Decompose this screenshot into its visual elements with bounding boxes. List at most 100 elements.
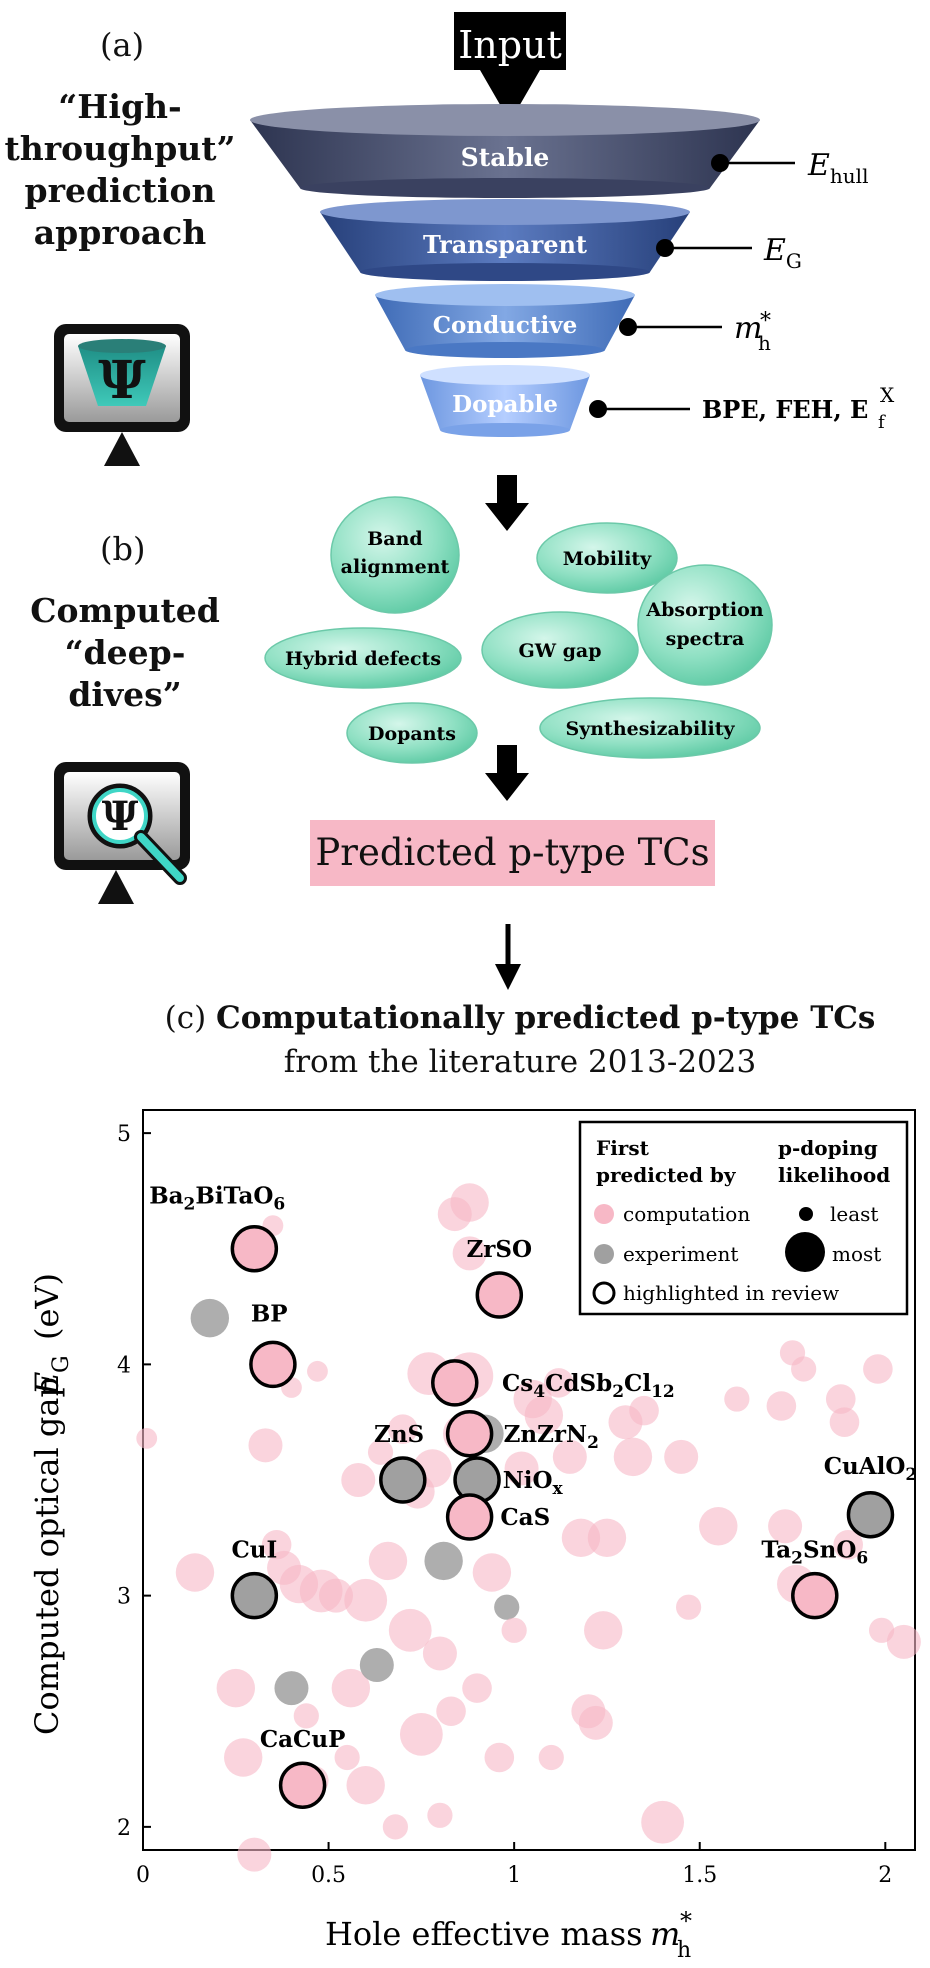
- svg-text:Mobility: Mobility: [563, 548, 652, 570]
- funnel-stage-transparent: Transparent: [320, 199, 690, 281]
- panel-b-title-line: “deep-: [64, 633, 186, 672]
- svg-text:X: X: [880, 383, 895, 407]
- panel-c-title: (c) Computationally predicted p-type TCs: [120, 998, 920, 1038]
- legend-highlighted: highlighted in review: [623, 1281, 839, 1305]
- psi-symbol: Ψ: [102, 793, 139, 840]
- computation-point: [863, 1354, 893, 1384]
- stage-label: Stable: [461, 143, 550, 172]
- computation-point: [578, 1705, 613, 1740]
- panel-c-title-bold: Computationally predicted p-type TCs: [216, 1000, 876, 1036]
- computation-point: [472, 1553, 512, 1592]
- computation-point: [427, 1802, 453, 1828]
- bubble-mobility: Mobility: [536, 522, 678, 594]
- computation-point: [543, 1368, 574, 1398]
- legend-least-marker: [799, 1207, 813, 1221]
- svg-text:(eV): (eV): [28, 1273, 66, 1340]
- svg-text:m: m: [650, 1915, 680, 1953]
- highlighted-point-label: CaS: [500, 1504, 550, 1531]
- computation-point: [388, 1414, 418, 1444]
- experiment-point: [274, 1671, 309, 1706]
- computation-point: [436, 1696, 466, 1727]
- highlighted-point-label: CuI: [231, 1536, 277, 1563]
- svg-text:Hole effective mass: Hole effective mass: [325, 1915, 643, 1953]
- arrow-down-icon: [485, 475, 529, 531]
- monitor-magnifier-icon: Ψ: [54, 762, 190, 904]
- x-axis-label: Hole effective mass m * h: [325, 1907, 692, 1963]
- svg-text:h: h: [758, 331, 771, 355]
- computation-point: [293, 1703, 319, 1729]
- highlighted-point: [278, 1761, 327, 1809]
- panel-a-title-line: throughput”: [4, 129, 236, 168]
- computation-point: [524, 1396, 564, 1435]
- criterion-mass: m * h: [734, 309, 771, 355]
- legend-experiment: experiment: [623, 1242, 738, 1266]
- stage-label: Transparent: [423, 230, 587, 259]
- computation-point: [224, 1738, 263, 1777]
- computation-point: [422, 1636, 457, 1671]
- criterion-dopable: BPE, FEH, E X f: [702, 383, 895, 433]
- computation-point: [331, 1668, 371, 1708]
- svg-text:Absorption: Absorption: [645, 599, 763, 621]
- criterion-connector-hull: [711, 154, 795, 172]
- panel-b-title: Computed “deep- dives”: [0, 590, 250, 716]
- panel-b-title-line: Computed: [30, 591, 220, 630]
- computation-point: [699, 1507, 738, 1546]
- computation-point: [341, 1463, 376, 1497]
- computation-point: [367, 1439, 394, 1465]
- bubble-hybrid-defects: Hybrid defects: [264, 627, 462, 689]
- legend-header: predicted by: [596, 1163, 737, 1187]
- svg-text:Synthesizability: Synthesizability: [565, 718, 735, 740]
- panel-a-title-line: approach: [33, 213, 207, 252]
- funnel-stage-conductive: Conductive: [375, 284, 635, 358]
- bubble-synthesizability: Synthesizability: [539, 697, 761, 759]
- legend-header: First: [596, 1136, 650, 1160]
- axis-ticks: 0 0.5 1 1.5 2 2 3 4 5: [117, 1122, 892, 1888]
- x-tick-label: 0: [136, 1863, 150, 1888]
- computation-point: [504, 1451, 539, 1486]
- input-arrow: Input: [454, 12, 566, 122]
- highlighted-point-label: CaCuP: [260, 1726, 346, 1753]
- x-tick-label: 2: [878, 1863, 892, 1888]
- legend-header: likelihood: [778, 1163, 890, 1187]
- computation-point: [307, 1360, 328, 1382]
- highlighted-point: [249, 1340, 297, 1389]
- highlighted-point-label: CuAlO2: [824, 1453, 918, 1485]
- computation-point: [399, 1712, 443, 1756]
- scatter-chart: 0 0.5 1 1.5 2 2 3 4 5 Ba2BiTaO6 BP ZrSO Cs4CdSb2Cl1…: [28, 1109, 921, 1963]
- computation-point: [334, 1744, 360, 1771]
- x-tick-label: 1: [507, 1863, 521, 1888]
- computation-point: [675, 1594, 702, 1620]
- highlighted-point: [445, 1493, 494, 1541]
- legend-highlight-marker: [592, 1281, 616, 1305]
- panel-c-letter: (c): [164, 1000, 207, 1036]
- criterion-hull: Ehull: [807, 148, 868, 188]
- computation-point: [319, 1578, 353, 1613]
- bubble-dopants: Dopants: [346, 702, 478, 764]
- svg-text:f: f: [878, 412, 886, 433]
- highlighted-point: [431, 1359, 479, 1407]
- svg-text:Dopants: Dopants: [368, 723, 456, 745]
- computation-point: [538, 1744, 564, 1771]
- psi-symbol: Ψ: [98, 350, 146, 411]
- panel-a-letter: (a): [100, 26, 145, 64]
- arrow-down-thin-icon: [495, 924, 521, 990]
- svg-text:Band: Band: [367, 528, 422, 550]
- computation-point: [216, 1668, 255, 1708]
- monitor-funnel-icon: Ψ: [54, 324, 190, 466]
- highlighted-point-label: ZrSO: [467, 1236, 533, 1263]
- computation-point: [382, 1814, 408, 1840]
- highlighted-point-label: ZnS: [374, 1421, 424, 1448]
- highlighted-point-label: Cs4CdSb2Cl12: [502, 1370, 675, 1402]
- funnel-stage-dopable: Dopable: [420, 365, 590, 437]
- svg-text:h: h: [677, 1938, 691, 1963]
- computation-point: [766, 1391, 797, 1421]
- svg-text:*: *: [680, 1907, 692, 1935]
- svg-text:m: m: [734, 311, 762, 346]
- computation-point: [344, 1578, 388, 1622]
- stage-label: Dopable: [452, 391, 558, 418]
- computation-point: [346, 1766, 385, 1805]
- highlighted-point: [475, 1271, 524, 1319]
- svg-text:E: E: [28, 1372, 66, 1396]
- svg-text:Hybrid defects: Hybrid defects: [285, 648, 441, 670]
- legend-most: most: [832, 1242, 881, 1266]
